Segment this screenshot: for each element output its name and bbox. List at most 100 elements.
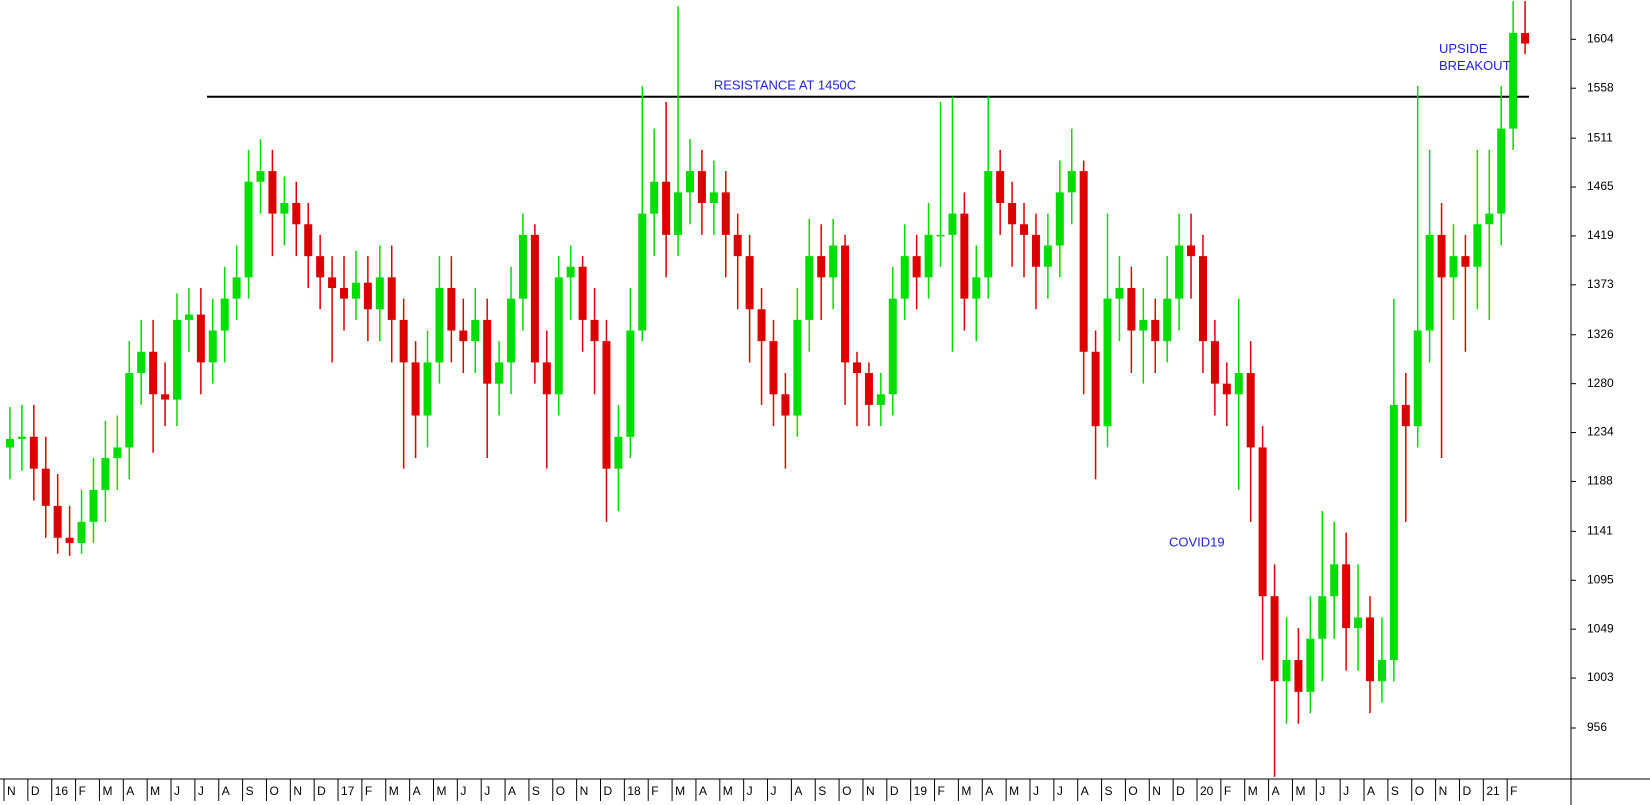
x-tick-label: J	[771, 784, 777, 798]
candle-body	[662, 181, 671, 235]
candle-body	[781, 394, 790, 416]
x-tick-label: A	[699, 784, 707, 798]
candle-body	[101, 458, 110, 490]
x-tick-label: D	[1176, 784, 1185, 798]
candle-body	[1008, 202, 1017, 225]
x-tick-label: M	[150, 784, 160, 798]
candle-body	[733, 234, 742, 257]
candle-body	[1461, 256, 1470, 267]
resistance-label: RESISTANCE AT 1450C	[714, 77, 856, 92]
candle-body	[1377, 659, 1386, 682]
candle-body	[936, 234, 945, 237]
candle-body	[590, 319, 599, 342]
x-tick-label: 21	[1486, 784, 1500, 798]
x-tick-label: D	[317, 784, 326, 798]
x-tick-label: A	[126, 784, 134, 798]
candle-body	[375, 277, 384, 310]
candle-body	[793, 319, 802, 416]
x-tick-label: 19	[914, 784, 928, 798]
x-tick-label: A	[1367, 784, 1375, 798]
candle-body	[1175, 245, 1184, 299]
candle-body	[387, 277, 396, 320]
x-tick-label: F	[651, 784, 658, 798]
x-tick-label: O	[556, 784, 565, 798]
candle-body	[805, 256, 814, 320]
candle-body	[674, 192, 683, 235]
candle-body	[1103, 298, 1112, 427]
candle-body	[650, 181, 659, 214]
x-tick-label: M	[1009, 784, 1019, 798]
x-tick-label: J	[747, 784, 753, 798]
candle-body	[304, 224, 313, 257]
candle-body	[638, 213, 647, 331]
candle-body	[17, 436, 26, 439]
candle-body	[447, 288, 456, 331]
y-tick-label: 1234	[1587, 425, 1614, 439]
x-tick-label: S	[818, 784, 826, 798]
candle-body	[292, 202, 301, 225]
candle-body	[530, 234, 539, 363]
candle-body	[137, 351, 146, 374]
candle-body	[1437, 234, 1446, 278]
candle-body	[1187, 245, 1196, 257]
x-tick-label: A	[1272, 784, 1280, 798]
candle-body	[53, 505, 62, 538]
candle-body	[1055, 192, 1064, 246]
candle-body	[1485, 213, 1494, 225]
candle-body	[709, 192, 718, 203]
candle-body	[65, 537, 74, 544]
candle-body	[495, 362, 504, 384]
x-tick-label: A	[1081, 784, 1089, 798]
y-tick-label: 956	[1587, 720, 1607, 734]
candle-body	[1365, 617, 1374, 682]
candle-body	[459, 330, 468, 342]
x-tick-label: 20	[1200, 784, 1214, 798]
candle-body	[626, 330, 635, 437]
candle-body	[602, 341, 611, 469]
candle-body	[1258, 447, 1267, 597]
x-tick-label: D	[31, 784, 40, 798]
x-tick-label: M	[436, 784, 446, 798]
candle-body	[1139, 319, 1148, 331]
x-tick-label: 18	[627, 784, 641, 798]
x-tick-label: M	[1295, 784, 1305, 798]
x-tick-label: D	[604, 784, 613, 798]
candle-body	[1425, 234, 1434, 331]
candle-body	[876, 394, 885, 405]
x-tick-label: O	[1128, 784, 1137, 798]
candle-body	[1449, 256, 1458, 278]
x-tick-label: J	[484, 784, 490, 798]
y-tick-label: 1373	[1587, 277, 1614, 291]
candle-body	[423, 362, 432, 416]
candle-body	[125, 373, 134, 448]
candle-body	[948, 213, 957, 235]
candle-body	[196, 314, 205, 363]
candle-body	[351, 282, 360, 299]
y-tick-label: 1511	[1587, 130, 1613, 144]
candle-body	[888, 298, 897, 395]
candle-body	[1306, 638, 1315, 692]
candle-body	[149, 351, 158, 395]
candle-body	[280, 202, 289, 214]
candle-body	[745, 256, 754, 310]
x-tick-label: D	[1462, 784, 1471, 798]
candle-body	[113, 447, 122, 459]
candle-body	[1151, 319, 1160, 342]
candle-body	[1342, 564, 1351, 629]
x-tick-label: F	[1510, 784, 1517, 798]
y-tick-label: 1280	[1587, 376, 1614, 390]
candle-body	[1043, 245, 1052, 267]
candle-body	[1401, 404, 1410, 427]
x-tick-label: J	[174, 784, 180, 798]
x-tick-label: 17	[341, 784, 355, 798]
candle-body	[1031, 234, 1040, 267]
candle-body	[232, 277, 241, 299]
candle-body	[841, 245, 850, 363]
x-tick-label: M	[961, 784, 971, 798]
x-tick-label: J	[1057, 784, 1063, 798]
candle-body	[1282, 659, 1291, 682]
candle-body	[769, 341, 778, 395]
x-tick-label: F	[938, 784, 945, 798]
